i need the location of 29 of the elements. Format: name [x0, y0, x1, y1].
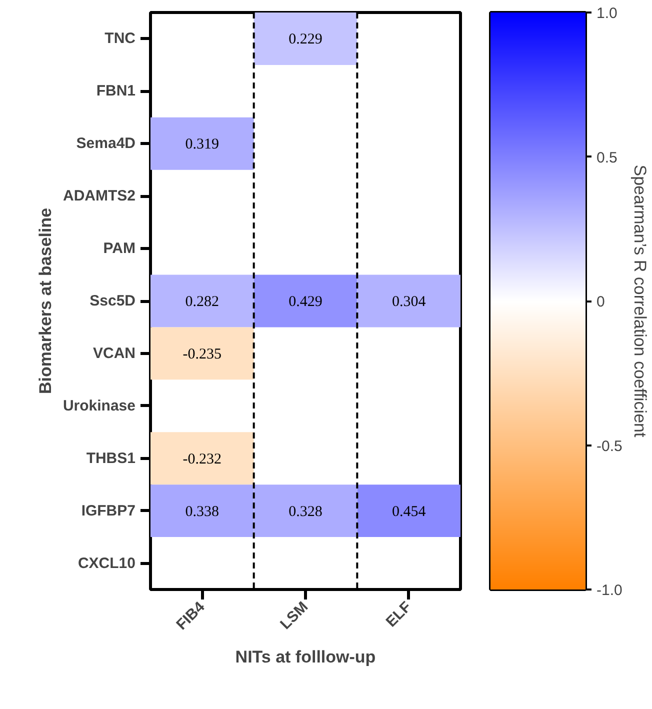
data-label: 0.304 — [392, 294, 426, 310]
data-label: 0.282 — [185, 294, 220, 310]
color-bar-label: 0 — [596, 294, 605, 310]
data-label: -0.232 — [182, 451, 222, 468]
color-bar-label: -0.5 — [596, 438, 622, 455]
y-axis-title: Biomarkers at baseline — [36, 208, 55, 394]
color-bar-label: -1.0 — [596, 582, 622, 599]
data-label: 0.328 — [288, 504, 322, 520]
data-label: 0.319 — [185, 136, 220, 153]
y-tick-label: ADAMTS2 — [63, 188, 136, 205]
y-tick-label: FBN1 — [96, 82, 136, 100]
y-tick-label: TNC — [104, 30, 136, 48]
y-tick-label: Ssc5D — [90, 292, 136, 310]
y-tick-label: Urokinase — [62, 397, 136, 414]
y-tick-label: PAM — [103, 240, 136, 258]
data-label: 0.429 — [288, 294, 322, 310]
color-bar-title: Spearman’s R correlation coefficient — [630, 164, 650, 438]
color-bar-label: 0.5 — [596, 149, 618, 166]
data-label: 0.338 — [185, 504, 220, 520]
data-label: 0.454 — [392, 504, 426, 520]
color-bar-label: 1.0 — [596, 5, 618, 22]
x-axis-title: NITs at folllow-up — [235, 648, 376, 667]
y-tick-label: Sema4D — [76, 135, 136, 152]
y-tick-label: IGFBP7 — [81, 502, 136, 520]
data-label: 0.229 — [288, 32, 322, 48]
y-tick-label: THBS1 — [86, 450, 136, 467]
data-label: -0.235 — [182, 346, 222, 362]
y-tick-label: CXCL10 — [78, 554, 136, 572]
y-tick-label: VCAN — [93, 344, 136, 362]
